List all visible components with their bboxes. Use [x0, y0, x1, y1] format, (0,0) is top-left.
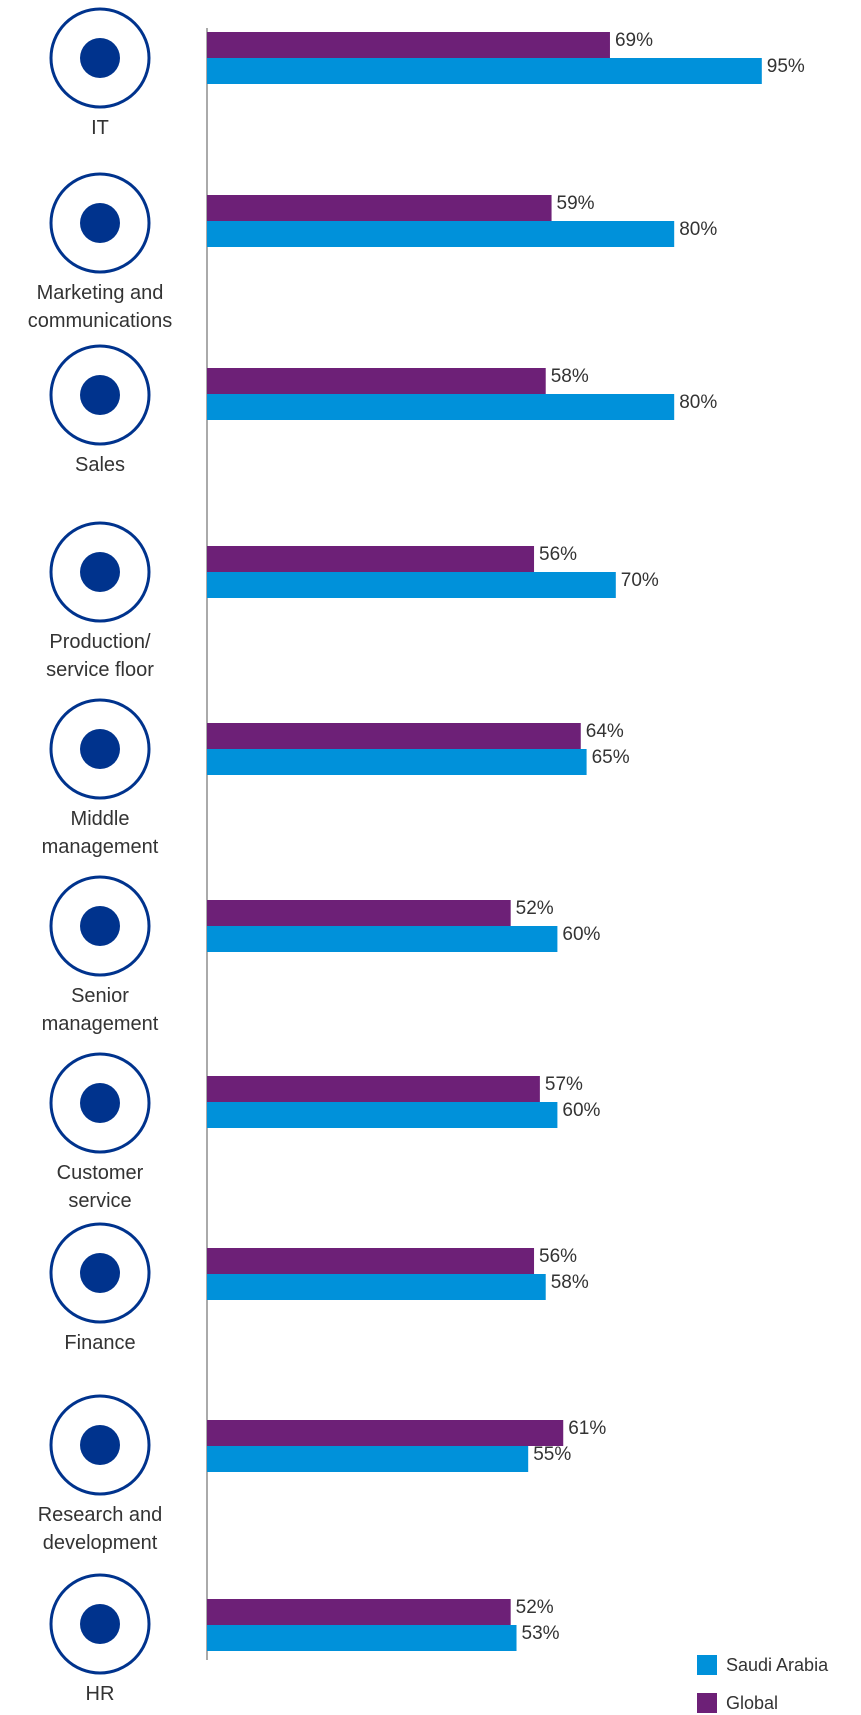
bar — [207, 546, 535, 572]
bar — [207, 221, 675, 247]
icon-glyph — [80, 552, 120, 592]
icon-glyph — [80, 1425, 120, 1465]
value-label: 69% — [615, 30, 653, 51]
bar — [207, 1446, 529, 1472]
category-label: Senior management — [41, 985, 159, 1035]
bar — [207, 195, 552, 221]
bar — [207, 394, 675, 420]
legend-label: Saudi Arabia — [726, 1655, 829, 1675]
bar — [207, 1102, 558, 1128]
value-label: 53% — [522, 1623, 560, 1644]
icon-glyph — [80, 906, 120, 946]
legend-label: Global — [726, 1693, 778, 1713]
icon-glyph — [80, 729, 120, 769]
value-label: 80% — [679, 219, 717, 240]
bar — [207, 368, 546, 394]
value-label: 52% — [516, 898, 554, 919]
value-label: 58% — [551, 366, 589, 387]
icon-glyph — [80, 375, 120, 415]
value-label: 65% — [592, 747, 630, 768]
icon-glyph — [80, 38, 120, 78]
value-label: 60% — [562, 1100, 600, 1121]
icon-glyph — [80, 203, 120, 243]
value-label: 56% — [539, 544, 577, 565]
legend-swatch — [697, 1655, 717, 1675]
value-label: 57% — [545, 1074, 583, 1095]
category-label: Middle management — [41, 808, 159, 858]
bar — [207, 749, 587, 775]
bar — [207, 1420, 564, 1446]
value-label: 70% — [621, 570, 659, 591]
bar — [207, 900, 511, 926]
bar — [207, 1248, 535, 1274]
bar — [207, 58, 762, 84]
category-label: Sales — [74, 454, 126, 476]
value-label: 60% — [562, 924, 600, 945]
icon-glyph — [80, 1253, 120, 1293]
value-label: 61% — [568, 1418, 606, 1439]
bar — [207, 926, 558, 952]
category-label: HR — [85, 1683, 115, 1705]
value-label: 58% — [551, 1272, 589, 1293]
value-label: 64% — [586, 721, 624, 742]
value-label: 56% — [539, 1246, 577, 1267]
bar — [207, 1599, 511, 1625]
value-label: 95% — [767, 56, 805, 77]
value-label: 80% — [679, 392, 717, 413]
category-label: Customer service — [56, 1162, 144, 1212]
category-label: IT — [91, 117, 109, 139]
category-label: Production/ service floor — [46, 631, 154, 681]
icon-glyph — [80, 1083, 120, 1123]
value-label: 52% — [516, 1597, 554, 1618]
category-label: Finance — [64, 1332, 136, 1354]
icon-glyph — [80, 1604, 120, 1644]
bar — [207, 1625, 517, 1651]
value-label: 55% — [533, 1444, 571, 1465]
bar — [207, 723, 581, 749]
bar — [207, 32, 610, 58]
legend-swatch — [697, 1693, 717, 1713]
bar — [207, 1076, 540, 1102]
value-label: 59% — [557, 193, 595, 214]
bar — [207, 1274, 546, 1300]
category-label: Research and development — [37, 1504, 163, 1554]
category-label: Marketing and communications — [27, 282, 173, 332]
bar — [207, 572, 616, 598]
